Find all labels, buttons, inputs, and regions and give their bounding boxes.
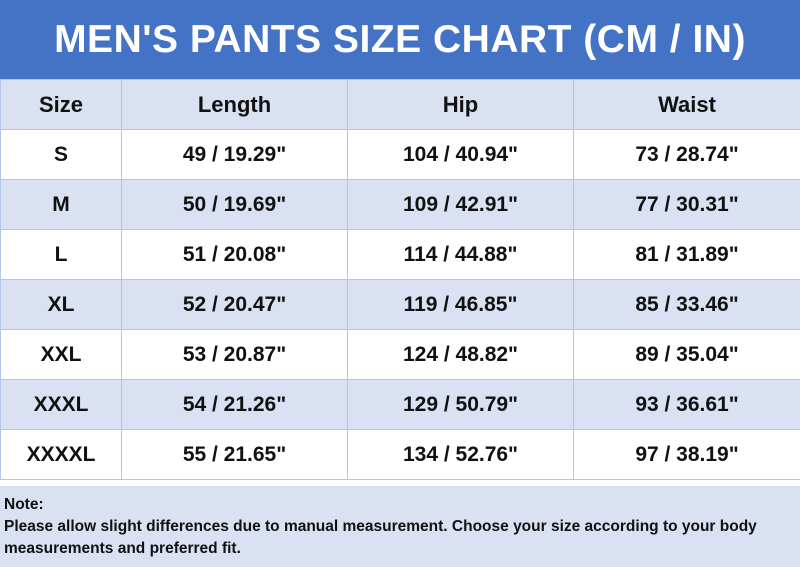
measure-cell: 54 / 21.26" bbox=[121, 379, 348, 430]
measure-cell: 89 / 35.04" bbox=[573, 329, 800, 380]
size-cell: XXXL bbox=[0, 379, 122, 430]
measure-cell: 97 / 38.19" bbox=[573, 429, 800, 480]
note-label: Note: bbox=[4, 496, 44, 513]
measure-cell: 114 / 44.88" bbox=[347, 229, 574, 280]
note-text: Please allow slight differences due to m… bbox=[4, 518, 757, 557]
column-header: Length bbox=[121, 79, 348, 130]
measure-cell: 124 / 48.82" bbox=[347, 329, 574, 380]
size-cell: XXL bbox=[0, 329, 122, 380]
column-header: Hip bbox=[347, 79, 574, 130]
measure-cell: 49 / 19.29" bbox=[121, 129, 348, 180]
measure-cell: 77 / 30.31" bbox=[573, 179, 800, 230]
measure-cell: 55 / 21.65" bbox=[121, 429, 348, 480]
measure-cell: 119 / 46.85" bbox=[347, 279, 574, 330]
chart-title: MEN'S PANTS SIZE CHART (CM / IN) bbox=[0, 0, 800, 79]
measure-cell: 51 / 20.08" bbox=[121, 229, 348, 280]
table-row: XXXXL 55 / 21.65" 134 / 52.76" 97 / 38.19" bbox=[0, 429, 800, 480]
measure-cell: 73 / 28.74" bbox=[573, 129, 800, 180]
measure-cell: 129 / 50.79" bbox=[347, 379, 574, 430]
table-row: S 49 / 19.29" 104 / 40.94" 73 / 28.74" bbox=[0, 129, 800, 180]
table-row: L 51 / 20.08" 114 / 44.88" 81 / 31.89" bbox=[0, 229, 800, 280]
table-row: XXL 53 / 20.87" 124 / 48.82" 89 / 35.04" bbox=[0, 329, 800, 380]
measure-cell: 109 / 42.91" bbox=[347, 179, 574, 230]
size-cell: XL bbox=[0, 279, 122, 330]
measure-cell: 81 / 31.89" bbox=[573, 229, 800, 280]
measure-cell: 93 / 36.61" bbox=[573, 379, 800, 430]
size-cell: S bbox=[0, 129, 122, 180]
measure-cell: 50 / 19.69" bbox=[121, 179, 348, 230]
measure-cell: 104 / 40.94" bbox=[347, 129, 574, 180]
table-row: XXXL 54 / 21.26" 129 / 50.79" 93 / 36.61" bbox=[0, 379, 800, 430]
size-cell: L bbox=[0, 229, 122, 280]
note: Note: Please allow slight differences du… bbox=[0, 486, 800, 567]
measure-cell: 134 / 52.76" bbox=[347, 429, 574, 480]
table-head: Size Length Hip Waist bbox=[0, 79, 800, 130]
size-cell: M bbox=[0, 179, 122, 230]
size-table: Size Length Hip Waist S 49 / 19.29" 104 / 40.… bbox=[0, 79, 800, 480]
measure-cell: 53 / 20.87" bbox=[121, 329, 348, 380]
measure-cell: 52 / 20.47" bbox=[121, 279, 348, 330]
size-cell: XXXXL bbox=[0, 429, 122, 480]
measure-cell: 85 / 33.46" bbox=[573, 279, 800, 330]
header-row: Size Length Hip Waist bbox=[0, 79, 800, 130]
table-body: S 49 / 19.29" 104 / 40.94" 73 / 28.74" M 50 /… bbox=[0, 129, 800, 480]
column-header: Waist bbox=[573, 79, 800, 130]
table-row: M 50 / 19.69" 109 / 42.91" 77 / 30.31" bbox=[0, 179, 800, 230]
column-header: Size bbox=[0, 79, 122, 130]
table-row: XL 52 / 20.47" 119 / 46.85" 85 / 33.46" bbox=[0, 279, 800, 330]
